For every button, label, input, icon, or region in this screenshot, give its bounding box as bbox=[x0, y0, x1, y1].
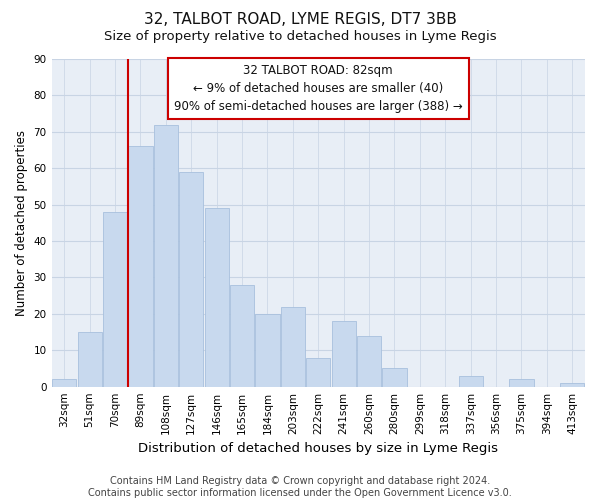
Bar bbox=[458, 376, 483, 386]
Bar bbox=[560, 383, 584, 386]
Bar bbox=[77, 332, 102, 386]
Text: 32 TALBOT ROAD: 82sqm
← 9% of detached houses are smaller (40)
90% of semi-detac: 32 TALBOT ROAD: 82sqm ← 9% of detached h… bbox=[174, 64, 463, 113]
Bar bbox=[103, 212, 127, 386]
Bar bbox=[382, 368, 407, 386]
Text: 32, TALBOT ROAD, LYME REGIS, DT7 3BB: 32, TALBOT ROAD, LYME REGIS, DT7 3BB bbox=[143, 12, 457, 28]
Bar bbox=[281, 306, 305, 386]
Text: Size of property relative to detached houses in Lyme Regis: Size of property relative to detached ho… bbox=[104, 30, 496, 43]
Bar bbox=[52, 380, 76, 386]
Y-axis label: Number of detached properties: Number of detached properties bbox=[15, 130, 28, 316]
Bar bbox=[256, 314, 280, 386]
Bar bbox=[128, 146, 152, 386]
Bar bbox=[509, 380, 533, 386]
X-axis label: Distribution of detached houses by size in Lyme Regis: Distribution of detached houses by size … bbox=[138, 442, 498, 455]
Text: Contains HM Land Registry data © Crown copyright and database right 2024.
Contai: Contains HM Land Registry data © Crown c… bbox=[88, 476, 512, 498]
Bar bbox=[230, 284, 254, 386]
Bar bbox=[179, 172, 203, 386]
Bar bbox=[332, 321, 356, 386]
Bar bbox=[205, 208, 229, 386]
Bar bbox=[154, 124, 178, 386]
Bar bbox=[306, 358, 331, 386]
Bar bbox=[357, 336, 381, 386]
